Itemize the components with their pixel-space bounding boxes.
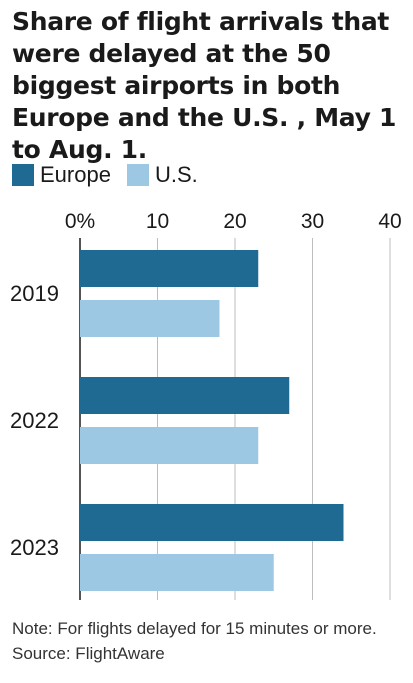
- x-tick-label: 10: [146, 210, 169, 233]
- x-tick-label: 20: [223, 210, 246, 233]
- legend-item-us: U.S.: [126, 162, 198, 188]
- bar-us-2023: [80, 554, 274, 591]
- legend: Europe U.S.: [12, 162, 214, 188]
- x-tick-label: 40: [378, 210, 401, 233]
- legend-item-europe: Europe: [12, 162, 111, 188]
- x-tick-label: 30: [301, 210, 324, 233]
- bar-europe-2023: [80, 504, 344, 541]
- category-label: 2023: [10, 535, 59, 560]
- chart-title: Share of flight arrivals that were delay…: [12, 7, 397, 164]
- source-text: Source: FlightAware: [12, 644, 165, 663]
- bar-us-2022: [80, 427, 259, 464]
- category-label: 2019: [10, 281, 59, 306]
- legend-label-europe: Europe: [40, 162, 111, 187]
- footnotes: Note: For flights delayed for 15 minutes…: [12, 616, 377, 666]
- bar-europe-2022: [80, 377, 290, 414]
- category-label: 2022: [10, 408, 59, 433]
- legend-swatch-europe: [12, 164, 34, 186]
- bar-europe-2019: [80, 250, 259, 287]
- legend-swatch-us: [126, 164, 149, 186]
- legend-label-us: U.S.: [154, 162, 198, 187]
- bar-us-2019: [80, 300, 220, 337]
- note-text: Note: For flights delayed for 15 minutes…: [12, 619, 377, 638]
- x-tick-label: 0%: [65, 210, 95, 233]
- bar-chart: 0% 10 20 30 40 2019 2022 2023: [10, 210, 402, 600]
